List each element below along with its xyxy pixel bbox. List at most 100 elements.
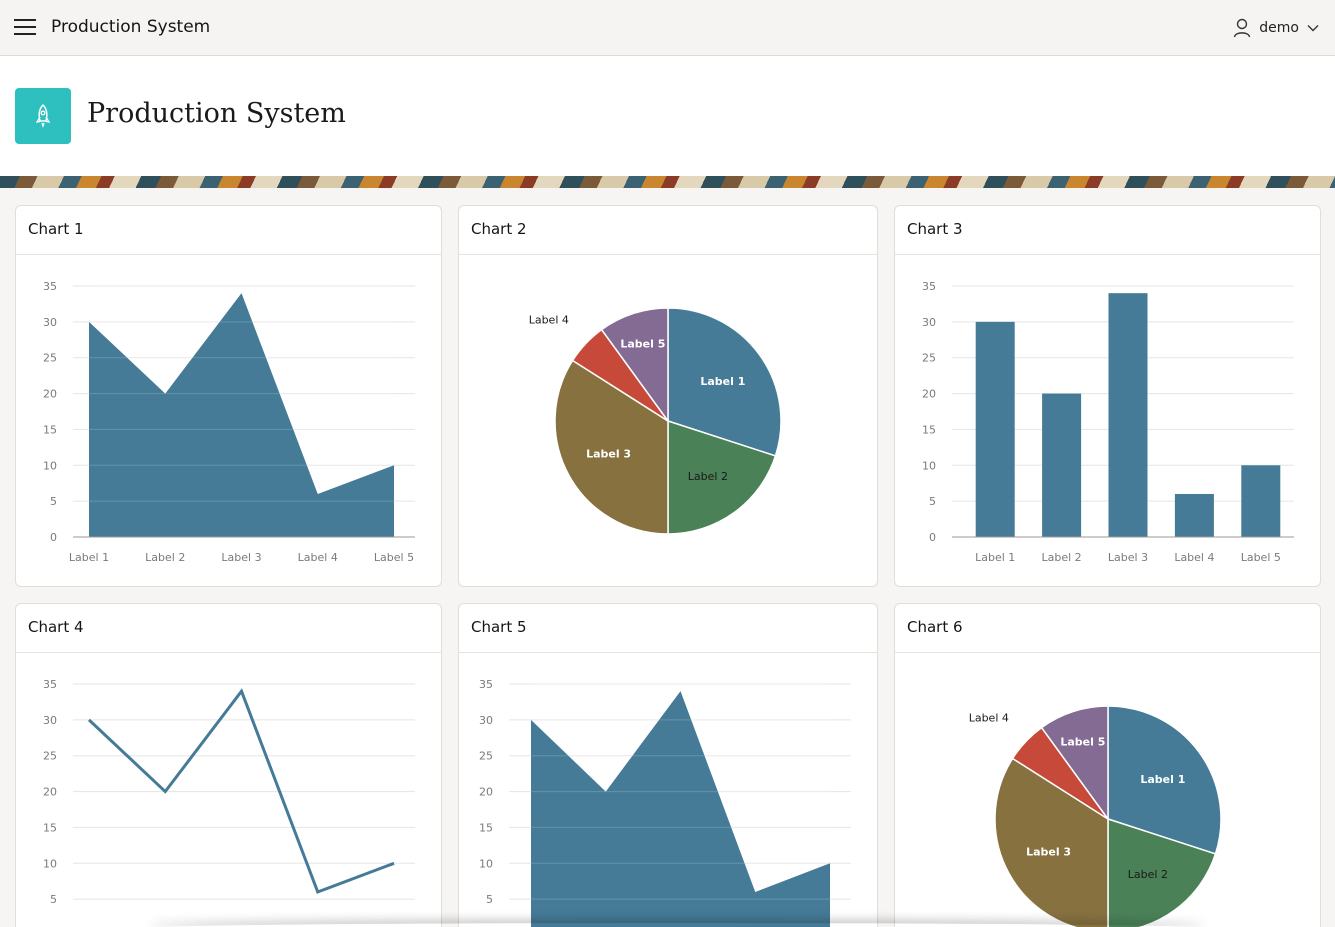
page-hero: Production System xyxy=(0,56,1335,176)
y-tick-label: 0 xyxy=(50,531,57,544)
y-tick-label: 30 xyxy=(43,316,57,329)
chart-6-svg: Label 1 Label 2 Label 3 Label 4 Label 5 xyxy=(969,705,1222,927)
chart-card-title: Chart 4 xyxy=(16,604,441,653)
pie-slice-label: Label 5 xyxy=(620,338,665,351)
pie-slice[interactable] xyxy=(667,307,782,457)
y-tick-label: 0 xyxy=(929,531,936,544)
pie-slice[interactable] xyxy=(667,419,777,535)
y-tick-label: 10 xyxy=(479,857,493,870)
pie-slice-label: Label 5 xyxy=(1060,736,1105,749)
pie-slice-label: Label 2 xyxy=(1128,868,1168,881)
bar[interactable] xyxy=(1042,393,1082,537)
chart-card-2: Chart 2 Label 1 Label 2 Label 3 Label 4 Labe… xyxy=(458,205,878,587)
y-tick-label: 20 xyxy=(479,786,493,799)
chart-3-svg: 0 5 10 15 20 25 30 35 Label 1 Label 2 Label 3 Label… xyxy=(922,280,1294,564)
rocket-icon xyxy=(15,88,71,144)
y-tick-label: 10 xyxy=(43,857,57,870)
chevron-down-icon xyxy=(1307,25,1319,32)
y-tick-label: 15 xyxy=(43,821,57,834)
y-tick-label: 5 xyxy=(50,495,57,508)
bar[interactable] xyxy=(1174,493,1214,537)
y-tick-label: 25 xyxy=(43,352,57,365)
y-tick-label: 20 xyxy=(43,786,57,799)
pie-slice-label: Label 1 xyxy=(700,375,745,388)
pie-slice-label: Label 1 xyxy=(1140,773,1185,786)
scroll-shadow xyxy=(150,923,1205,927)
y-tick-label: 35 xyxy=(43,678,57,691)
x-tick-label: Label 3 xyxy=(221,551,261,564)
y-tick-label: 30 xyxy=(43,714,57,727)
chart-card-title: Chart 1 xyxy=(16,206,441,255)
x-tick-label: Label 2 xyxy=(1042,551,1082,564)
y-tick-label: 25 xyxy=(479,750,493,763)
bar[interactable] xyxy=(975,321,1015,537)
y-tick-label: 25 xyxy=(922,352,936,365)
chart-1-svg: 0 5 10 15 20 25 30 35 Label 1 Label 2 Label 3 Label… xyxy=(43,280,415,564)
app-title[interactable]: Production System xyxy=(51,17,211,37)
bar[interactable] xyxy=(1108,293,1148,537)
bar[interactable] xyxy=(1241,465,1281,537)
chart-card-3: Chart 3 0 5 10 15 20 25 30 35 Label 1 Label 2 Labe… xyxy=(894,205,1321,587)
y-tick-label: 5 xyxy=(929,495,936,508)
y-tick-label: 10 xyxy=(43,459,57,472)
chart-2-svg: Label 1 Label 2 Label 3 Label 4 Label 5 xyxy=(529,307,782,535)
pie-slice[interactable] xyxy=(994,757,1109,927)
pie-slice[interactable] xyxy=(1107,705,1222,855)
pie-slice[interactable] xyxy=(1107,817,1217,927)
chart-card-title: Chart 5 xyxy=(459,604,877,653)
pie-slice-label: Label 4 xyxy=(969,711,1009,724)
y-tick-label: 30 xyxy=(922,316,936,329)
y-tick-label: 35 xyxy=(43,280,57,293)
y-tick-label: 15 xyxy=(922,423,936,436)
pie-slice-label: Label 3 xyxy=(586,448,631,461)
chart-card-1: Chart 1 0 5 10 15 20 25 30 35 Label 1 Label 2 Labe… xyxy=(15,205,442,587)
pie-slice-label: Label 3 xyxy=(1026,846,1071,859)
y-tick-label: 20 xyxy=(43,388,57,401)
chart-region: 0 5 10 15 20 25 30 35 Label 1 Label 2 Label 3 Label… xyxy=(895,255,1320,586)
y-tick-label: 25 xyxy=(43,750,57,763)
hamburger-menu-icon[interactable] xyxy=(14,19,36,37)
x-tick-label: Label 3 xyxy=(1108,551,1148,564)
x-tick-label: Label 1 xyxy=(975,551,1015,564)
pie-slice-label: Label 4 xyxy=(529,313,569,326)
y-tick-label: 30 xyxy=(479,714,493,727)
chart-card-title: Chart 3 xyxy=(895,206,1320,255)
y-tick-label: 15 xyxy=(43,423,57,436)
y-tick-label: 10 xyxy=(922,459,936,472)
x-tick-label: Label 2 xyxy=(145,551,185,564)
chart-region: 0 5 10 15 20 25 30 35 Label 1 Label 2 Label 3 Label… xyxy=(16,255,441,586)
x-tick-label: Label 1 xyxy=(69,551,109,564)
pie-slice-label: Label 2 xyxy=(688,470,728,483)
decorative-banner xyxy=(0,176,1335,188)
page-title: Production System xyxy=(87,98,346,129)
y-tick-label: 35 xyxy=(922,280,936,293)
y-tick-label: 20 xyxy=(922,388,936,401)
y-tick-label: 5 xyxy=(50,893,57,906)
pie-slice[interactable] xyxy=(1040,705,1109,822)
chart-card-title: Chart 2 xyxy=(459,206,877,255)
chart-card-6: Chart 6 Label 1 Label 2 Label 3 Label 4 Labe… xyxy=(894,603,1321,927)
y-tick-label: 5 xyxy=(486,893,493,906)
user-menu-button[interactable]: demo xyxy=(1233,16,1319,40)
pie-slice[interactable] xyxy=(600,307,669,424)
y-tick-label: 35 xyxy=(479,678,493,691)
top-navigation-bar: Production System demo xyxy=(0,0,1335,56)
user-icon xyxy=(1234,18,1251,38)
chart-region: Label 1 Label 2 Label 3 Label 4 Label 5 xyxy=(895,653,1320,927)
area-series[interactable] xyxy=(531,691,830,927)
x-tick-label: Label 5 xyxy=(1241,551,1281,564)
line-series[interactable] xyxy=(87,688,395,894)
x-tick-label: Label 4 xyxy=(1174,551,1214,564)
user-name: demo xyxy=(1259,20,1299,36)
chart-region: Label 1 Label 2 Label 3 Label 4 Label 5 xyxy=(459,255,877,586)
x-tick-label: Label 4 xyxy=(298,551,338,564)
area-series[interactable] xyxy=(89,293,394,537)
chart-card-title: Chart 6 xyxy=(895,604,1320,653)
y-tick-label: 15 xyxy=(479,821,493,834)
x-tick-label: Label 5 xyxy=(374,551,414,564)
